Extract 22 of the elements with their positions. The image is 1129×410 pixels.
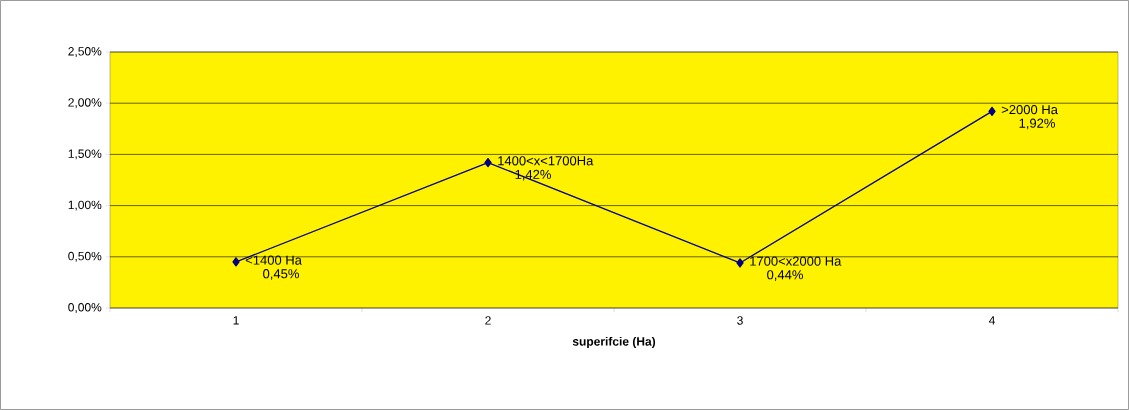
- data-label: 0,45%: [263, 269, 299, 280]
- x-tick-label: 4: [988, 316, 995, 325]
- data-label: 1,92%: [1019, 118, 1055, 130]
- y-tick-label: 1,50%: [68, 149, 102, 160]
- annotation: >2000 Ha: [1001, 104, 1058, 115]
- point: [988, 106, 996, 117]
- point: [736, 258, 744, 268]
- x-tick-label: 3: [737, 316, 743, 325]
- y-tick-label: 0,50%: [68, 251, 102, 262]
- annotation: 1700<x2000 Ha: [750, 256, 842, 266]
- data-label: 0,44%: [767, 270, 803, 281]
- y-tick-label: 1,00%: [68, 200, 102, 211]
- x-tick-label: 2: [485, 316, 491, 325]
- y-tick-label: 2,50%: [68, 47, 102, 57]
- point: [232, 257, 240, 267]
- x-axis-title: superifcie (Ha): [572, 336, 656, 349]
- y-tick-label: 2,00%: [68, 98, 102, 109]
- y-tick-label: 0,00%: [68, 303, 102, 313]
- x-tick-label: 1: [233, 316, 239, 325]
- annotation: <1400 Ha: [245, 255, 302, 265]
- annotation: 1400<x<1700Ha: [498, 156, 594, 166]
- point: [484, 157, 492, 168]
